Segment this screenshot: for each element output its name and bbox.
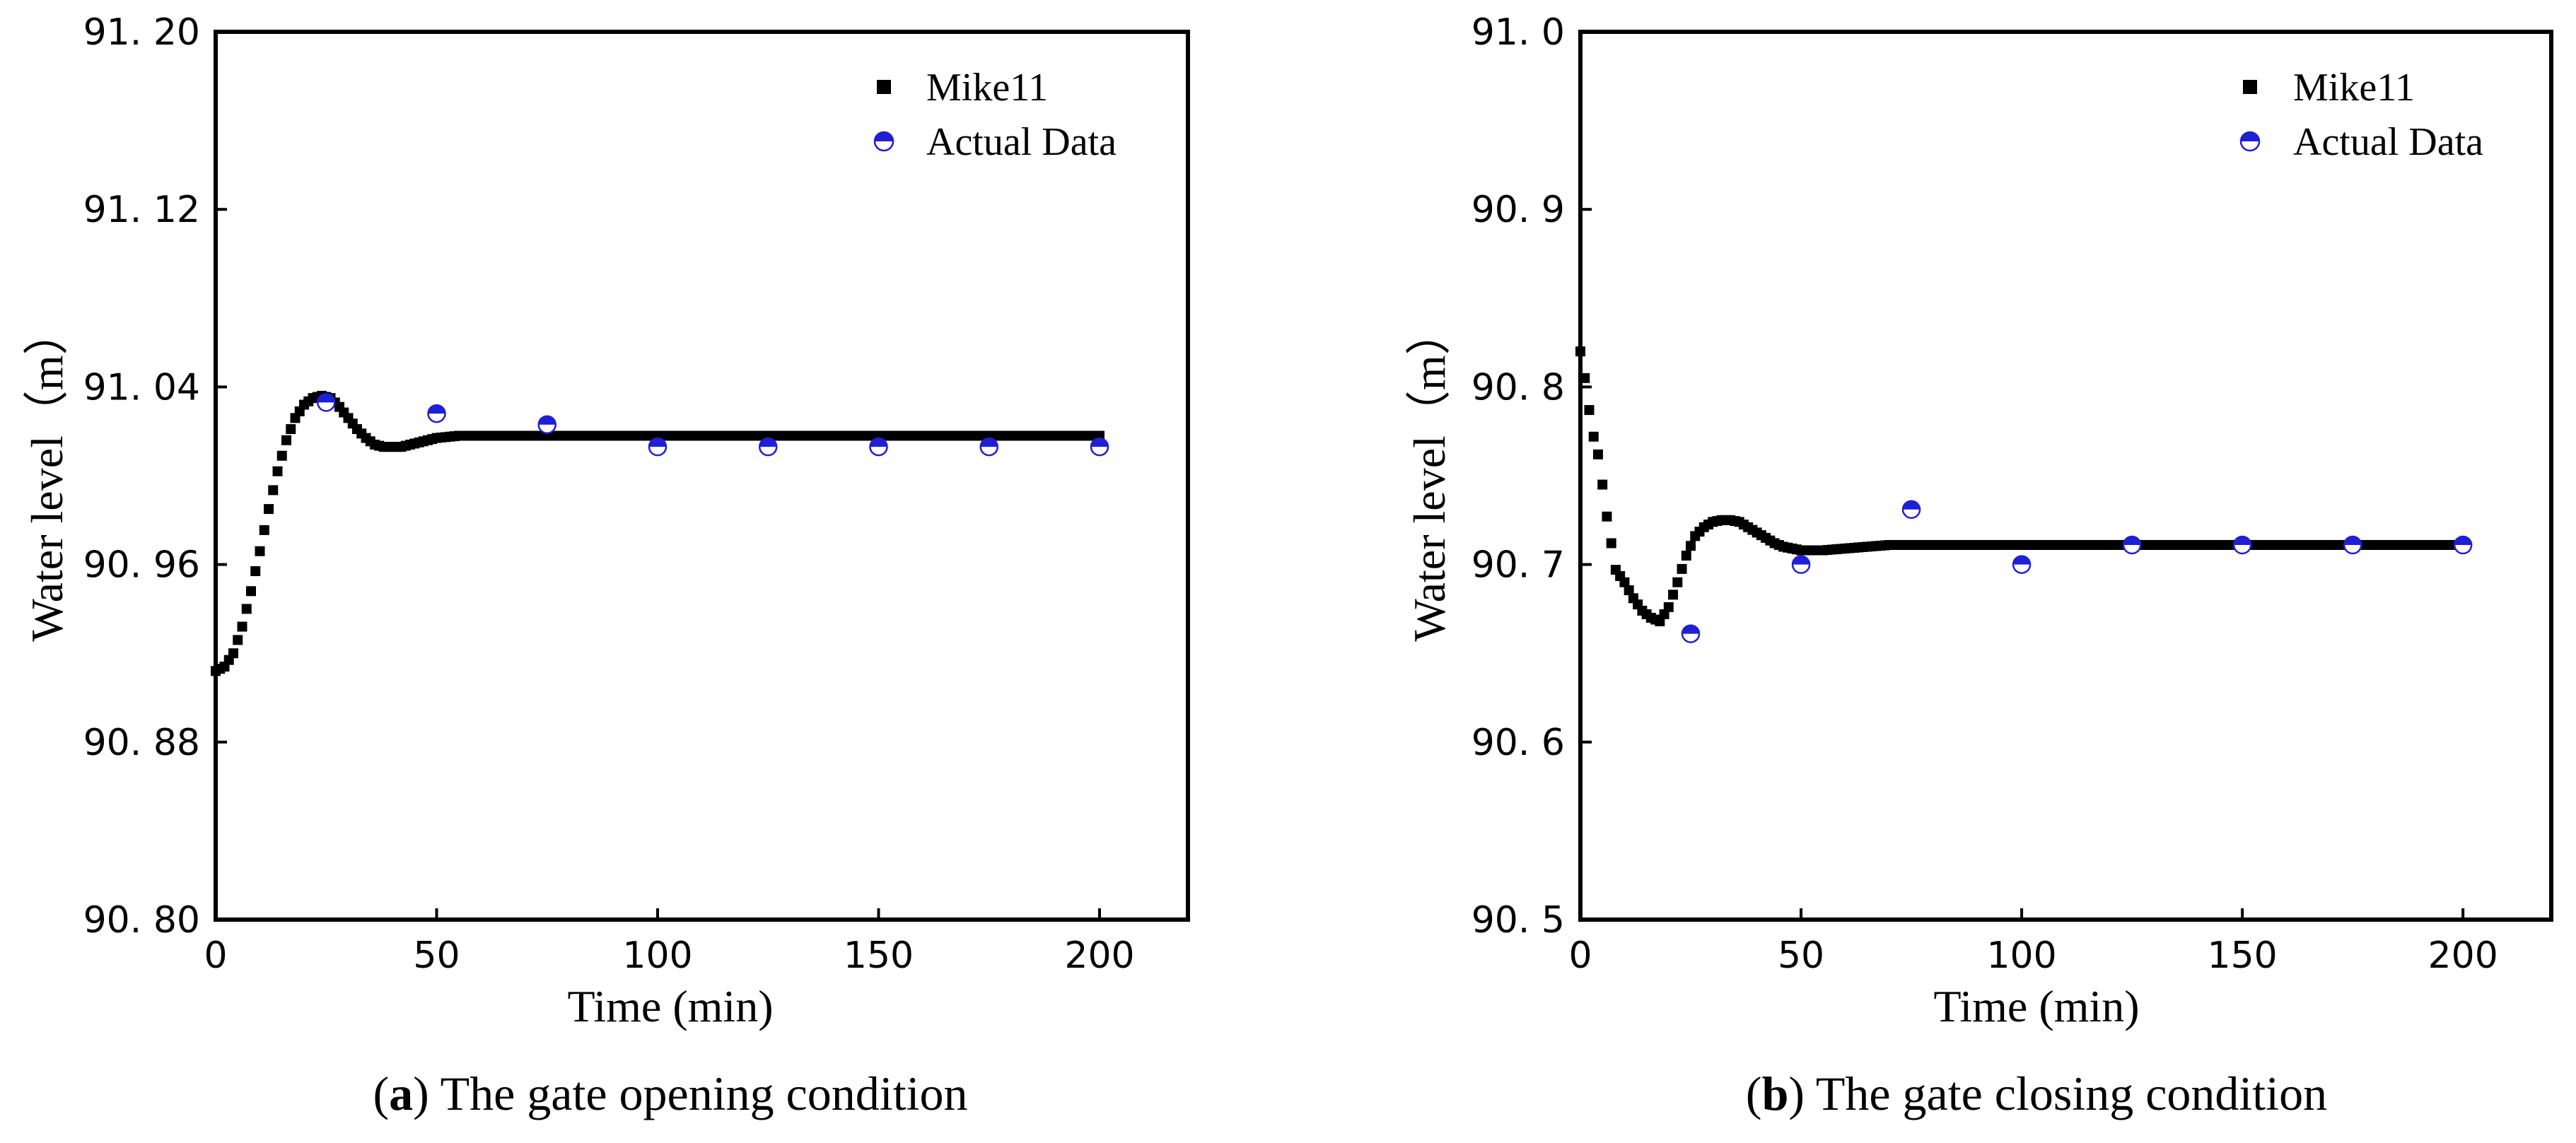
chart-b-mike11-point	[1624, 585, 1634, 596]
chart-b-x-tick-label: 100	[1986, 934, 2056, 977]
chart-a-mike11-point	[237, 621, 247, 632]
chart-b-legend-mike11-label: Mike11	[2293, 66, 2415, 110]
chart-b-y-tick-label: 90. 7	[1471, 544, 1565, 587]
chart-b-x-tick-label: 50	[1778, 934, 1824, 977]
chart-b-x-tick-label: 0	[1568, 934, 1592, 977]
chart-a-mike11-point	[259, 524, 269, 535]
chart-a-mike11-point	[264, 504, 274, 515]
chart-a-actual-point	[317, 393, 336, 412]
chart-b-x-tick-label: 200	[2428, 934, 2498, 977]
chart-a-mike11-point	[228, 648, 238, 659]
chart-b-caption: (b) The gate closing condition	[1746, 1067, 2327, 1120]
chart-b-x-axis-title: Time (min)	[1934, 981, 2140, 1031]
chart-b-mike11-point	[1606, 538, 1616, 549]
chart-b-y-tick-label: 90. 6	[1471, 722, 1565, 764]
chart-b-marks	[1575, 346, 2473, 643]
chart-panel-a: 0 50 100 150 200 90. 80 90. 88 90. 96 91. 04 91. …	[22, 11, 1190, 1120]
chart-panel-b: 0 50 100 150 200 90. 5 90. 6 90. 7 90. 8 90. 9 91.…	[1404, 11, 2553, 1120]
chart-b-actual-point	[1791, 555, 1811, 574]
chart-a-legend-actual-marker	[873, 131, 894, 152]
chart-b-mike11-point	[1681, 551, 1691, 561]
chart-a-y-tick-label: 90. 96	[83, 544, 200, 587]
chart-b-mike11-point	[1686, 541, 1696, 551]
chart-a-mike11-point	[246, 586, 256, 597]
chart-a-caption: (a) The gate opening condition	[373, 1067, 968, 1120]
chart-a-y-tick-label: 91. 12	[83, 189, 200, 231]
chart-a-actual-point	[648, 437, 668, 457]
chart-a-x-tick-label: 0	[204, 934, 227, 977]
chart-b-mike11-point	[1588, 431, 1599, 442]
chart-a-mike11-point	[268, 485, 279, 496]
chart-b-mike11-point	[1584, 405, 1595, 416]
chart-a-mike11-point	[250, 566, 261, 577]
chart-b-mike11-point	[1597, 479, 1608, 490]
chart-b-caption-text: The gate closing condition	[1816, 1067, 2327, 1120]
chart-b-legend-actual-marker	[2239, 131, 2261, 152]
chart-b-y-tick-label: 90. 8	[1471, 366, 1565, 409]
chart-b-actual-point	[2453, 535, 2473, 555]
chart-b-y-tick-label: 90. 5	[1471, 899, 1565, 942]
chart-a-y-tick-label: 90. 80	[83, 899, 200, 942]
chart-b-mike11-point	[1602, 511, 1612, 522]
chart-a-legend-mike11-marker	[877, 80, 891, 94]
chart-b-legend-actual-label: Actual Data	[2293, 120, 2483, 164]
chart-a-actual-point	[869, 437, 888, 457]
chart-a-y-tick-label: 90. 88	[83, 722, 200, 764]
chart-a-mike11-point	[286, 424, 296, 435]
chart-a-mike11-point	[241, 604, 252, 614]
chart-a-actual-point	[427, 404, 446, 423]
chart-a-legend-actual-label: Actual Data	[926, 120, 1117, 164]
chart-b-mike11-point	[1663, 602, 1674, 612]
chart-b-actual-point	[1901, 500, 1921, 519]
chart-a-legend-mike11-label: Mike11	[926, 66, 1048, 110]
chart-b-mike11-point	[1677, 563, 1687, 574]
chart-b-plot-frame	[1578, 30, 2553, 922]
chart-a-x-tick-label: 100	[622, 934, 692, 977]
chart-a-mike11-point	[281, 435, 291, 445]
chart-b-actual-point	[2012, 555, 2032, 574]
chart-b-mike11-point	[1592, 449, 1603, 459]
chart-b-actual-point	[2122, 535, 2142, 555]
chart-a-mike11-point	[233, 635, 243, 645]
chart-a-y-tick-label: 91. 20	[83, 11, 200, 54]
chart-a-mike11-point	[276, 450, 287, 461]
chart-b-mike11-point	[1672, 577, 1683, 587]
chart-a-x-tick-label: 150	[844, 934, 914, 977]
chart-b-legend-mike11-marker	[2243, 80, 2257, 94]
chart-a-x-axis-title: Time (min)	[568, 981, 774, 1031]
chart-b-y-axis-title: Water level（m）	[1404, 310, 1455, 641]
chart-a-mike11-point	[272, 466, 283, 476]
chart-a-actual-point	[759, 437, 778, 457]
chart-b-y-tick-label: 90. 9	[1471, 189, 1565, 231]
chart-b-x-tick-label: 150	[2208, 934, 2278, 977]
chart-a-x-tick-label: 50	[413, 934, 460, 977]
chart-a-plot-frame	[214, 30, 1190, 922]
chart-a-caption-letter: a	[389, 1067, 413, 1120]
chart-b-mike11-point	[1668, 590, 1679, 600]
chart-a-caption-text: The gate opening condition	[441, 1067, 968, 1120]
chart-a-actual-point	[979, 437, 998, 457]
chart-a-y-axis-title: Water level（m）	[22, 310, 72, 641]
chart-a-legend: Mike11 Actual Data	[873, 66, 1117, 164]
chart-a-y-tick-label: 91. 04	[83, 366, 200, 409]
chart-a-ticks: 0 50 100 150 200 90. 80 90. 88 90. 96 91. 04 91. …	[83, 11, 1135, 977]
chart-b-mike11-point	[1619, 577, 1630, 587]
chart-a-mike11-point	[255, 546, 265, 556]
chart-b-legend: Mike11 Actual Data	[2239, 66, 2483, 164]
chart-a-marks	[211, 390, 1109, 676]
chart-b-ticks: 0 50 100 150 200 90. 5 90. 6 90. 7 90. 8 90. 9 91.…	[1471, 11, 2498, 977]
chart-b-actual-point	[2343, 535, 2362, 555]
chart-b-caption-letter: b	[1762, 1067, 1789, 1120]
chart-b-actual-point	[1681, 624, 1701, 643]
chart-a-actual-point	[1090, 437, 1109, 457]
chart-b-y-tick-label: 91. 0	[1471, 11, 1565, 54]
chart-a-actual-point	[537, 415, 556, 435]
chart-a-x-tick-label: 200	[1064, 934, 1134, 977]
chart-b-actual-point	[2232, 535, 2252, 555]
